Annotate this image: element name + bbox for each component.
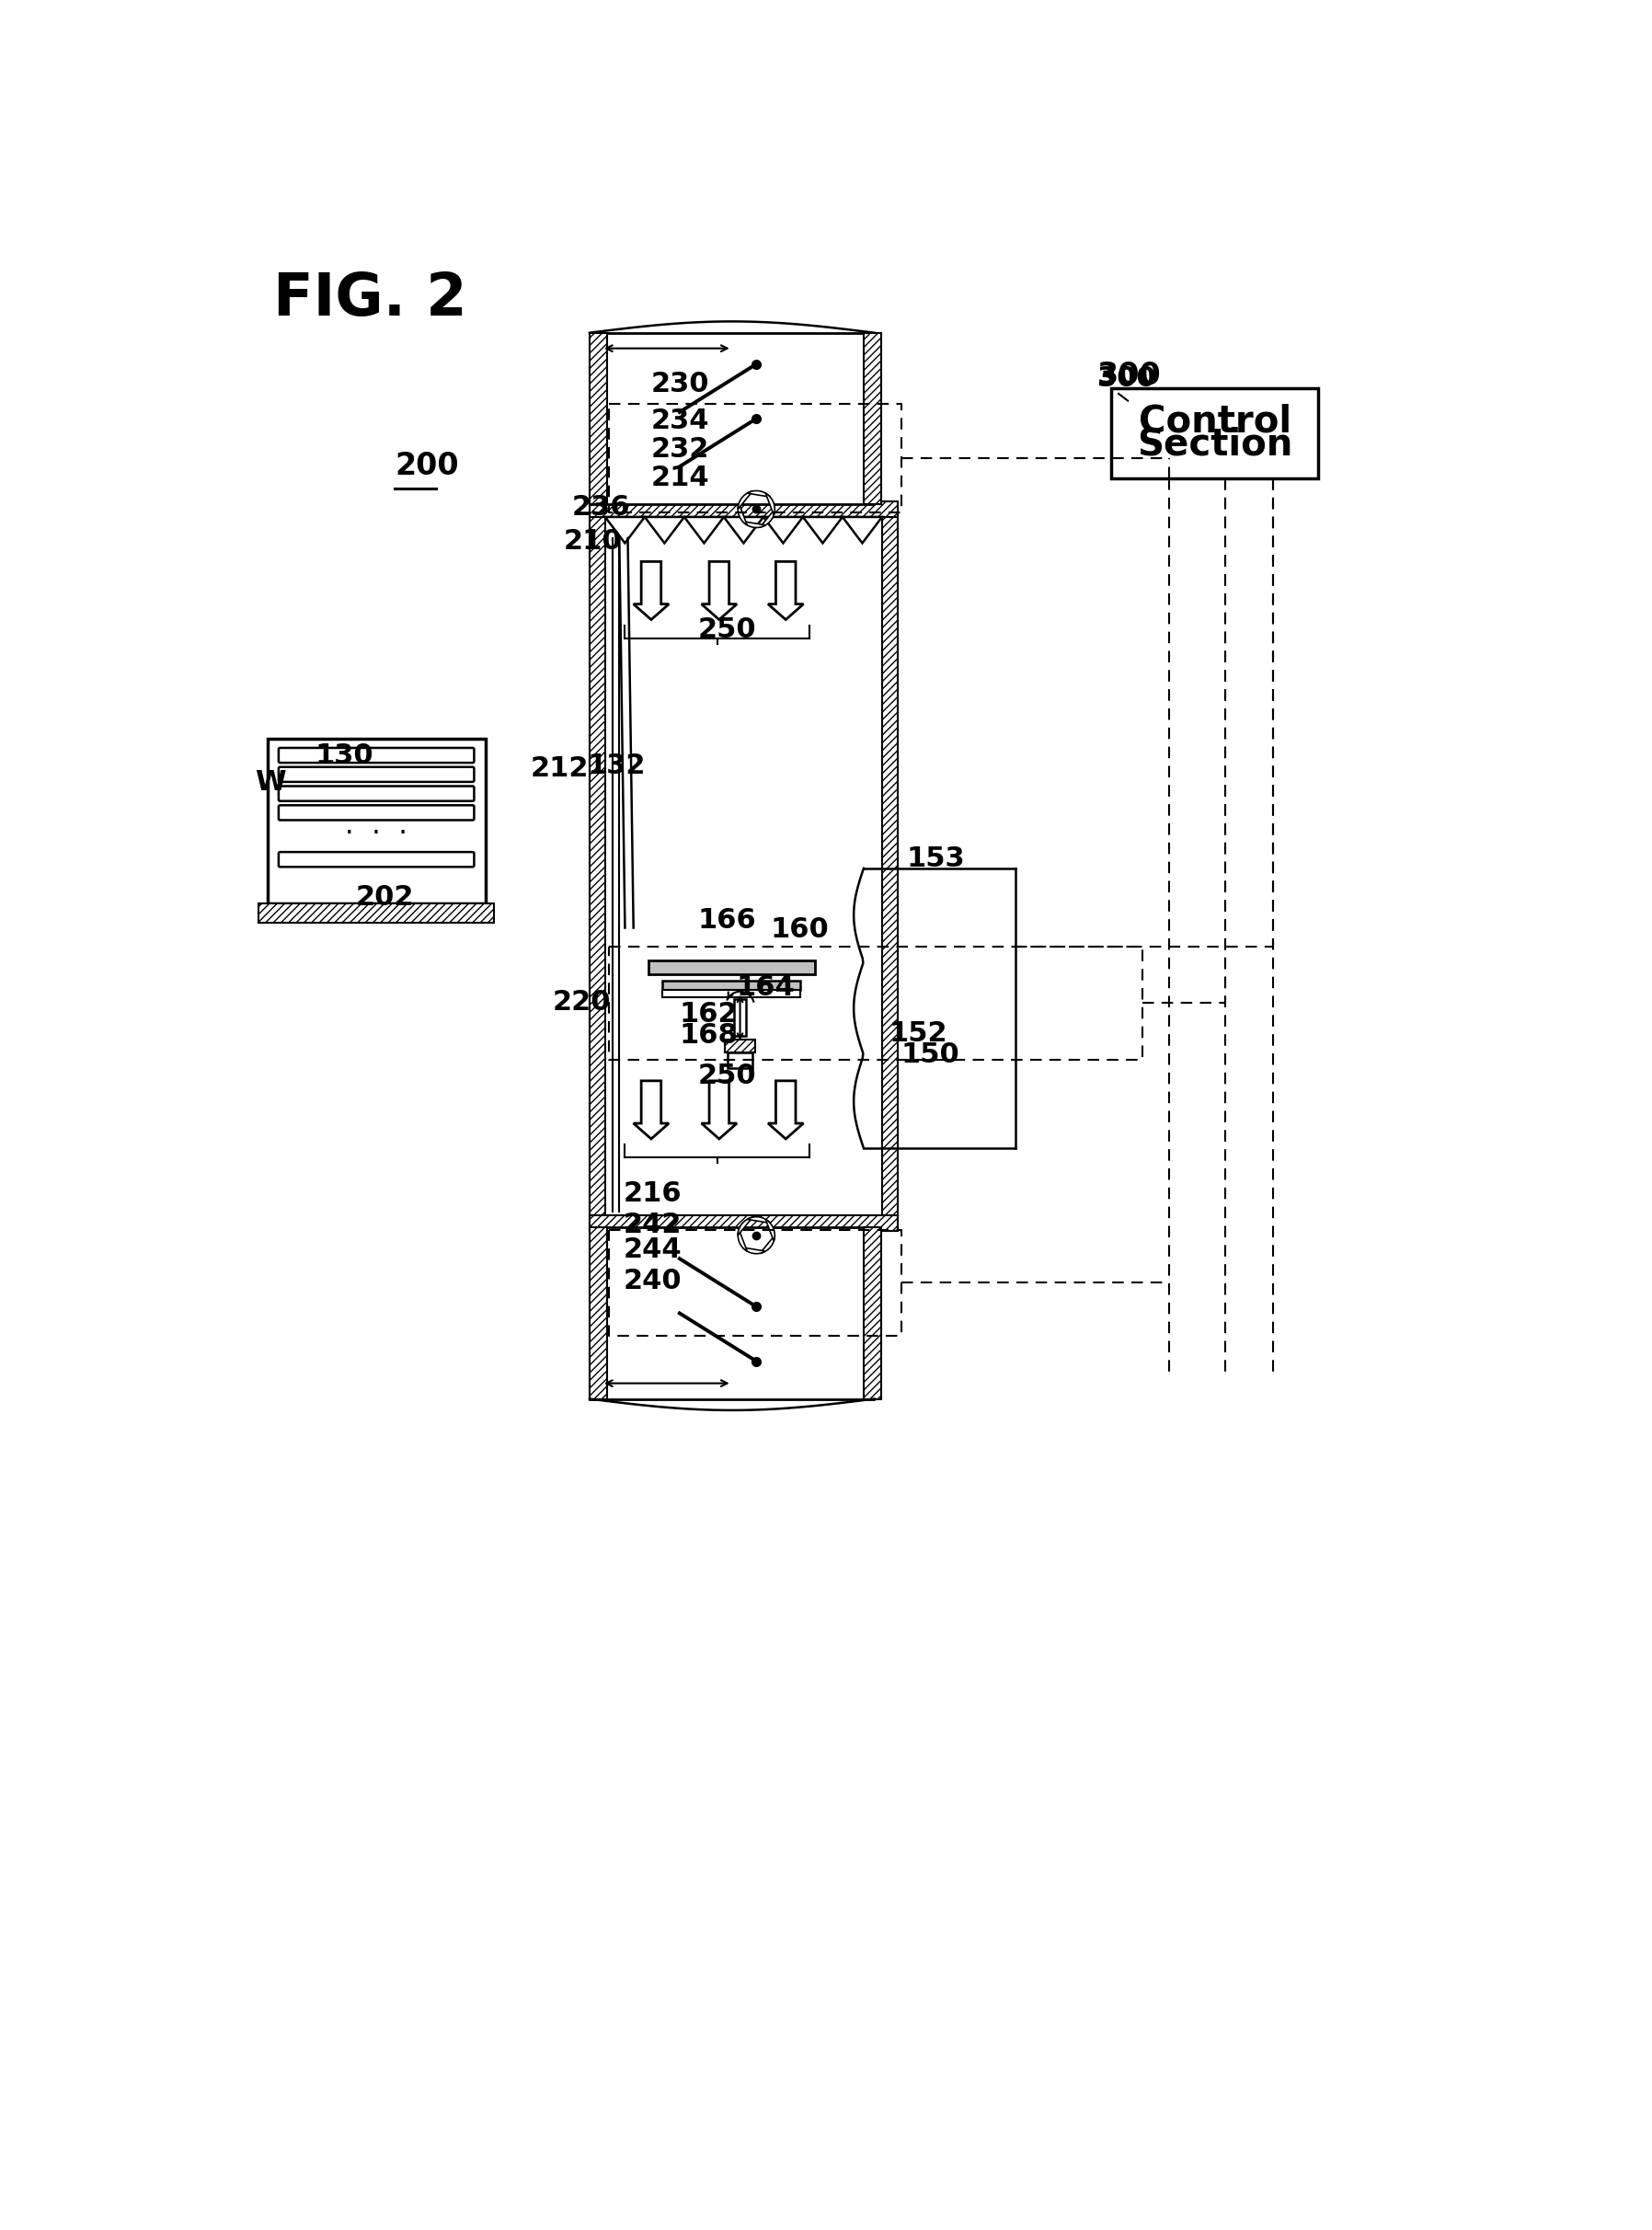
- Polygon shape: [590, 1215, 897, 1231]
- Text: W: W: [254, 769, 286, 796]
- Text: 220: 220: [552, 988, 611, 1015]
- Text: Control: Control: [1138, 404, 1292, 442]
- Text: 250: 250: [697, 615, 757, 642]
- Text: 214: 214: [651, 464, 710, 491]
- Polygon shape: [738, 1218, 753, 1235]
- Polygon shape: [590, 502, 897, 517]
- Bar: [590, 1226, 874, 1398]
- Text: 153: 153: [907, 845, 965, 872]
- Text: 230: 230: [651, 370, 710, 397]
- Polygon shape: [590, 517, 605, 1231]
- Polygon shape: [742, 1247, 765, 1253]
- Polygon shape: [738, 1229, 747, 1251]
- Bar: [662, 981, 801, 990]
- Bar: [1112, 388, 1318, 479]
- Text: 240: 240: [623, 1269, 681, 1296]
- Text: 200: 200: [395, 450, 459, 482]
- Text: 152: 152: [889, 1019, 948, 1046]
- Text: ·  ·  ·: · · ·: [345, 821, 408, 847]
- Polygon shape: [747, 491, 770, 497]
- Polygon shape: [747, 1218, 770, 1222]
- Text: 250: 250: [697, 1061, 757, 1088]
- Polygon shape: [882, 517, 897, 1231]
- Text: 168: 168: [679, 1021, 738, 1048]
- Polygon shape: [765, 493, 775, 515]
- Bar: [662, 990, 801, 997]
- Text: 212: 212: [530, 756, 590, 783]
- Text: 210: 210: [563, 529, 621, 555]
- Polygon shape: [590, 332, 608, 504]
- Polygon shape: [738, 504, 747, 524]
- Polygon shape: [725, 1039, 755, 1053]
- Text: 150: 150: [902, 1041, 960, 1068]
- Polygon shape: [864, 1226, 882, 1398]
- Text: 132: 132: [588, 754, 646, 780]
- Text: 202: 202: [355, 883, 415, 910]
- Text: 160: 160: [770, 917, 829, 943]
- Text: 300: 300: [1097, 361, 1161, 390]
- Polygon shape: [738, 491, 753, 508]
- Text: 300: 300: [1097, 366, 1156, 392]
- Text: 236: 236: [572, 495, 631, 522]
- Text: 244: 244: [623, 1238, 681, 1264]
- Bar: [590, 332, 874, 504]
- Polygon shape: [765, 1220, 775, 1242]
- Bar: [268, 738, 486, 903]
- Polygon shape: [864, 332, 882, 504]
- Text: 162: 162: [679, 1001, 738, 1028]
- Bar: [729, 1053, 752, 1068]
- Text: FIG. 2: FIG. 2: [273, 270, 468, 328]
- Polygon shape: [760, 1235, 775, 1253]
- Text: 216: 216: [623, 1180, 681, 1206]
- Bar: [648, 961, 814, 975]
- Text: 166: 166: [697, 908, 757, 934]
- Text: Section: Section: [1137, 426, 1294, 464]
- Polygon shape: [259, 903, 494, 923]
- Polygon shape: [590, 1226, 608, 1398]
- Polygon shape: [742, 522, 765, 529]
- Text: 164: 164: [737, 975, 795, 1001]
- Text: 232: 232: [651, 437, 709, 464]
- Polygon shape: [760, 508, 775, 526]
- Bar: [733, 999, 747, 1037]
- Text: 242: 242: [623, 1211, 681, 1238]
- Text: 130: 130: [316, 743, 373, 769]
- Text: 234: 234: [651, 408, 710, 435]
